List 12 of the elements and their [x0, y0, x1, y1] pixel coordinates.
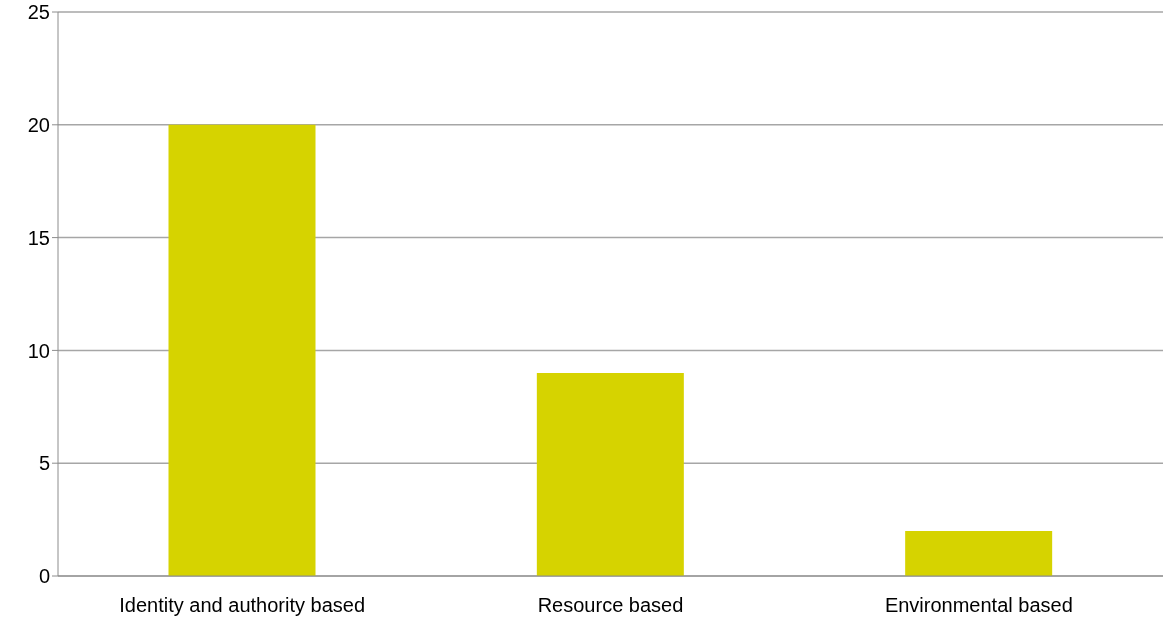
bar — [536, 372, 684, 576]
x-tick-label: Resource based — [537, 594, 684, 617]
y-tick-label: 10 — [27, 339, 50, 362]
y-tick-label: 5 — [38, 452, 50, 475]
bar — [168, 124, 316, 576]
y-tick-label: 25 — [27, 1, 50, 24]
y-tick-label: 15 — [27, 226, 50, 249]
x-tick-label: Environmental based — [884, 594, 1073, 617]
x-tick-label: Identity and authority based — [119, 594, 366, 617]
y-tick-label: 0 — [38, 565, 50, 588]
bar — [905, 530, 1053, 576]
y-tick-label: 20 — [27, 113, 50, 136]
